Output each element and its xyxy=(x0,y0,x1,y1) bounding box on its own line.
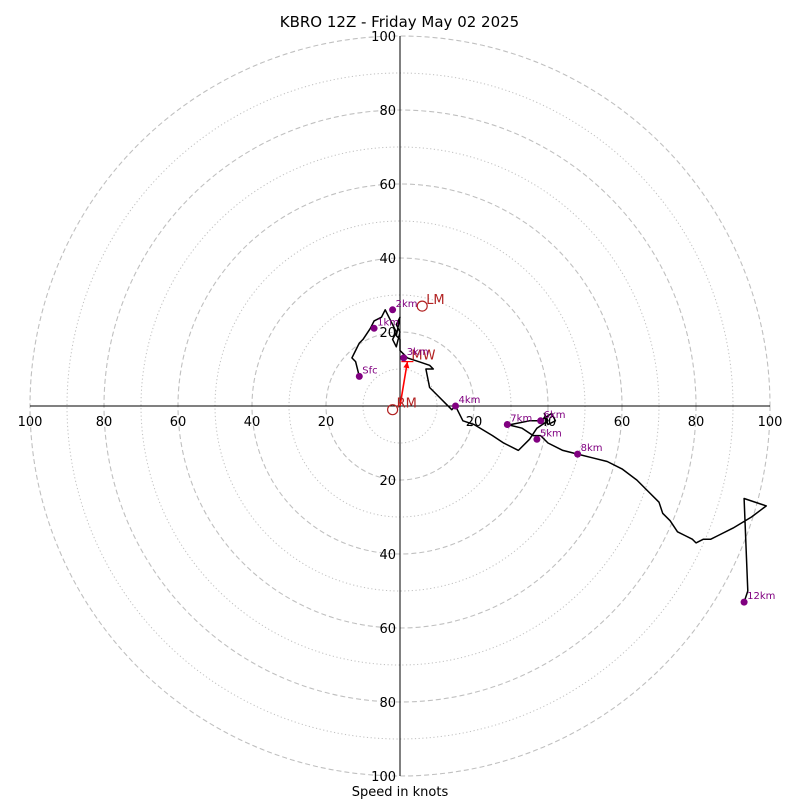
x-tick-label: 100 xyxy=(18,415,43,430)
height-label-5km: 5km xyxy=(540,428,562,439)
height-label-6km: 6km xyxy=(544,410,566,421)
y-tick-label: 40 xyxy=(379,252,396,267)
y-tick-label: 20 xyxy=(379,474,396,489)
x-tick-label: 20 xyxy=(318,415,335,430)
height-marker-2km xyxy=(389,306,397,314)
height-label-12km: 12km xyxy=(747,591,775,602)
height-label-8km: 8km xyxy=(581,443,603,454)
height-marker-sfc xyxy=(355,372,363,380)
mean-wind-arrow xyxy=(399,361,409,407)
storm-motion-markers: LM MW RM xyxy=(387,293,445,416)
height-marker-8km xyxy=(574,450,582,458)
hodograph-trace xyxy=(351,309,768,603)
x-tick-label: 100 xyxy=(758,415,783,430)
height-label-4km: 4km xyxy=(459,395,481,406)
x-tick-label: 60 xyxy=(170,415,187,430)
x-axis-label: Speed in knots xyxy=(352,785,449,800)
storm-motion-label-rm: RM xyxy=(397,397,417,412)
storm-motion-rm xyxy=(387,404,399,416)
height-marker-12km xyxy=(740,598,748,606)
tick-labels: 100 80 60 40 20 20 40 60 80 100100806040202040608… xyxy=(18,30,783,785)
y-tick-label: 60 xyxy=(379,622,396,637)
height-marker-3km xyxy=(400,354,408,362)
height-marker-6km xyxy=(537,417,545,425)
y-tick-label: 80 xyxy=(379,696,396,711)
y-tick-label: 100 xyxy=(371,770,396,785)
x-tick-label: 80 xyxy=(96,415,113,430)
height-marker-7km xyxy=(503,421,511,428)
storm-motion-lm xyxy=(416,300,428,312)
height-label-sfc: Sfc xyxy=(362,365,377,376)
y-tick-label: 60 xyxy=(379,178,396,193)
x-tick-label: 40 xyxy=(244,415,261,430)
height-label-3km: 3km xyxy=(407,347,429,358)
mean-wind-arrow-head xyxy=(403,361,410,369)
y-tick-label: 20 xyxy=(379,326,396,341)
storm-motion-label-lm: LM xyxy=(426,293,444,308)
y-tick-label: 40 xyxy=(379,548,396,563)
wind-trace xyxy=(351,309,768,603)
height-marker-1km xyxy=(370,324,378,332)
height-marker-4km xyxy=(452,402,459,410)
height-label-7km: 7km xyxy=(510,414,532,425)
height-marker-5km xyxy=(533,435,541,443)
height-label-1km: 1km xyxy=(377,317,399,328)
height-markers: Sfc 1km 2km 3km 4km 5km 6km 7km 8km 12km xyxy=(355,299,775,606)
storm-motion-label-mw: MW xyxy=(411,349,435,364)
y-tick-label: 80 xyxy=(379,104,396,119)
x-tick-label: 80 xyxy=(688,415,705,430)
x-tick-label: 60 xyxy=(614,415,631,430)
height-label-2km: 2km xyxy=(396,299,418,310)
chart-title: KBRO 12Z - Friday May 02 2025 xyxy=(280,13,519,31)
y-tick-label: 100 xyxy=(371,30,396,45)
